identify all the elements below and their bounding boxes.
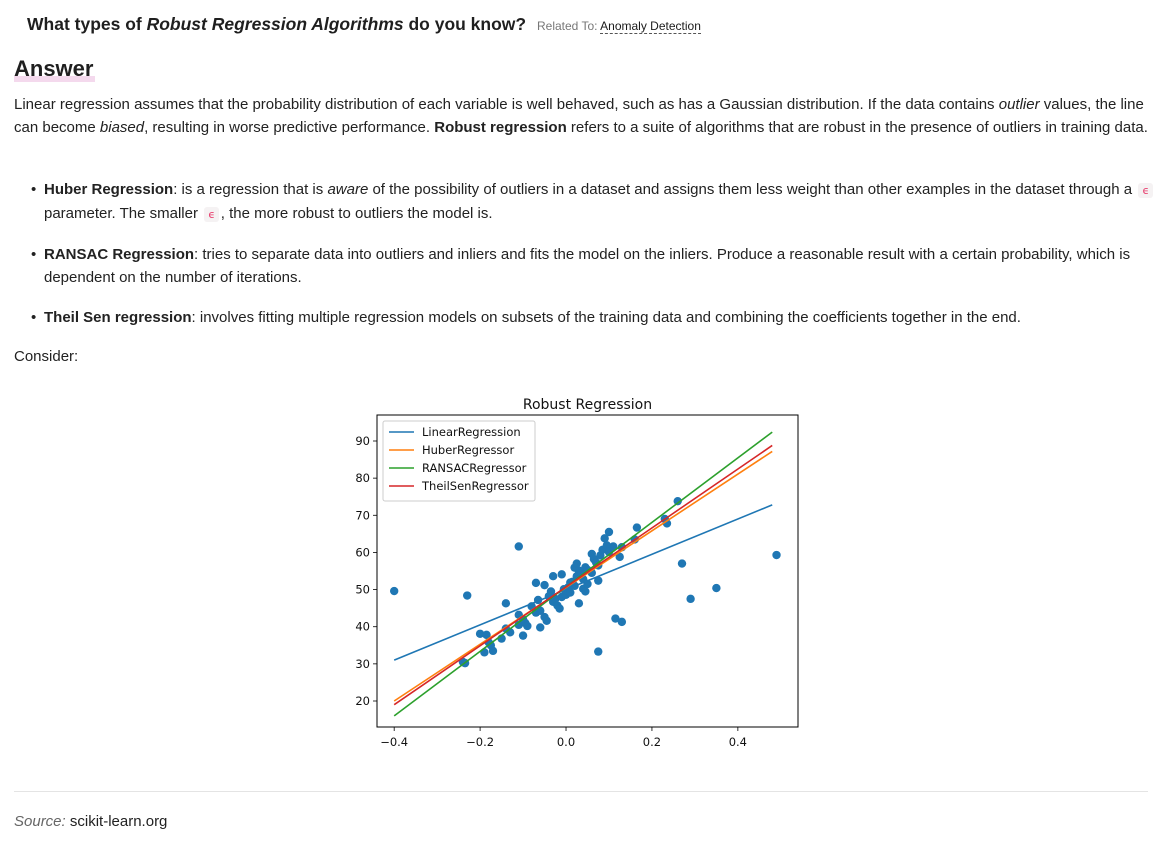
epsilon-code: ϵ xyxy=(1138,183,1153,198)
data-point xyxy=(514,620,523,630)
data-point xyxy=(604,527,614,537)
data-point xyxy=(555,604,564,613)
data-point xyxy=(542,616,551,625)
y-tick-label: 60 xyxy=(355,545,370,559)
related-label: Related To: xyxy=(536,19,598,33)
list-item-ransac: RANSAC Regression: tries to separate dat… xyxy=(31,243,1172,289)
source-line: Source: scikit-learn.org xyxy=(14,810,1149,833)
related-link-anomaly-detection[interactable]: Anomaly Detection xyxy=(600,19,701,34)
y-tick-label: 30 xyxy=(355,657,370,671)
y-tick-label: 20 xyxy=(355,694,370,708)
list-item-huber: Huber Regression: is a regression that i… xyxy=(31,178,1172,226)
related-to: Related To: Anomaly Detection xyxy=(536,19,701,34)
data-point xyxy=(609,542,618,551)
item-name: Huber Regression xyxy=(44,181,174,198)
data-point xyxy=(523,621,532,631)
data-point xyxy=(389,586,399,596)
data-point xyxy=(572,559,581,568)
data-point xyxy=(632,523,642,532)
outlier-emphasis: outlier xyxy=(998,96,1040,113)
data-point xyxy=(600,534,609,543)
series-line xyxy=(393,444,773,706)
aware-emphasis: aware xyxy=(327,181,369,198)
data-point xyxy=(566,588,575,597)
y-tick-label: 50 xyxy=(355,583,370,597)
data-point xyxy=(514,542,523,551)
data-point xyxy=(540,580,549,590)
x-tick-label: 0.4 xyxy=(729,735,747,749)
intro-paragraph: Linear regression assumes that the proba… xyxy=(14,96,1148,136)
legend-label: LinearRegression xyxy=(422,425,521,439)
chart-svg: Robust Regression −0.4 −0.2 0.0 0.2 0.4 20 30 40… xyxy=(355,397,799,749)
data-point xyxy=(536,623,545,632)
series-line xyxy=(393,431,773,717)
robust-regression-bold: Robust regression xyxy=(434,119,567,136)
data-point xyxy=(686,594,695,604)
algorithm-list: Huber Regression: is a regression that i… xyxy=(0,178,1172,346)
item-name: RANSAC Regression xyxy=(44,246,195,263)
legend-label: TheilSenRegressor xyxy=(421,479,529,493)
divider xyxy=(14,791,1148,792)
legend-label: RANSACRegressor xyxy=(422,461,527,475)
epsilon-code: ϵ xyxy=(204,207,219,222)
x-tick-label: −0.2 xyxy=(466,735,494,749)
data-point xyxy=(617,617,627,627)
y-tick-label: 70 xyxy=(355,508,370,522)
source-label: Source: xyxy=(14,813,66,830)
x-tick-label: 0.0 xyxy=(557,735,575,749)
data-point xyxy=(677,559,687,568)
data-point xyxy=(488,646,498,656)
legend-label: HuberRegressor xyxy=(422,443,514,457)
consider-label: Consider: xyxy=(14,348,79,365)
series-line xyxy=(393,450,773,702)
robust-regression-chart: Robust Regression −0.4 −0.2 0.0 0.2 0.4 20 30 40… xyxy=(340,390,810,760)
data-point xyxy=(574,599,584,608)
y-tick-label: 90 xyxy=(355,434,370,448)
question-emphasis: Robust Regression Algorithms xyxy=(146,14,404,34)
data-point xyxy=(548,572,558,581)
answer-heading: Answer xyxy=(14,56,96,82)
data-point xyxy=(611,614,620,623)
data-point xyxy=(594,576,603,585)
data-point xyxy=(602,541,612,550)
question-title: What types of Robust Regression Algorith… xyxy=(27,14,701,35)
question-suffix: do you know? xyxy=(403,14,527,34)
data-point xyxy=(712,583,721,593)
x-tick-label: −0.4 xyxy=(380,735,408,749)
data-point xyxy=(557,570,566,579)
y-tick-label: 80 xyxy=(355,471,370,485)
data-point xyxy=(531,578,541,588)
data-point xyxy=(673,496,682,506)
x-tick-label: 0.2 xyxy=(643,735,661,749)
data-point xyxy=(482,630,491,640)
item-name: Theil Sen regression xyxy=(44,309,192,326)
data-point xyxy=(581,587,590,596)
data-point xyxy=(501,599,511,608)
legend-box xyxy=(382,420,536,502)
series-line xyxy=(393,504,773,661)
data-point xyxy=(518,631,528,640)
biased-emphasis: biased xyxy=(99,119,145,136)
chart-title: Robust Regression xyxy=(523,397,652,413)
data-point xyxy=(772,550,781,560)
data-point xyxy=(594,647,603,656)
data-point xyxy=(615,552,624,562)
source-value: scikit-learn.org xyxy=(69,813,168,830)
y-tick-label: 40 xyxy=(355,620,370,634)
plot-frame xyxy=(376,414,799,728)
question-prefix: What types of xyxy=(27,14,147,34)
data-point xyxy=(463,591,472,600)
data-point xyxy=(475,629,485,638)
list-item-theil-sen: Theil Sen regression: involves fitting m… xyxy=(31,306,1172,329)
